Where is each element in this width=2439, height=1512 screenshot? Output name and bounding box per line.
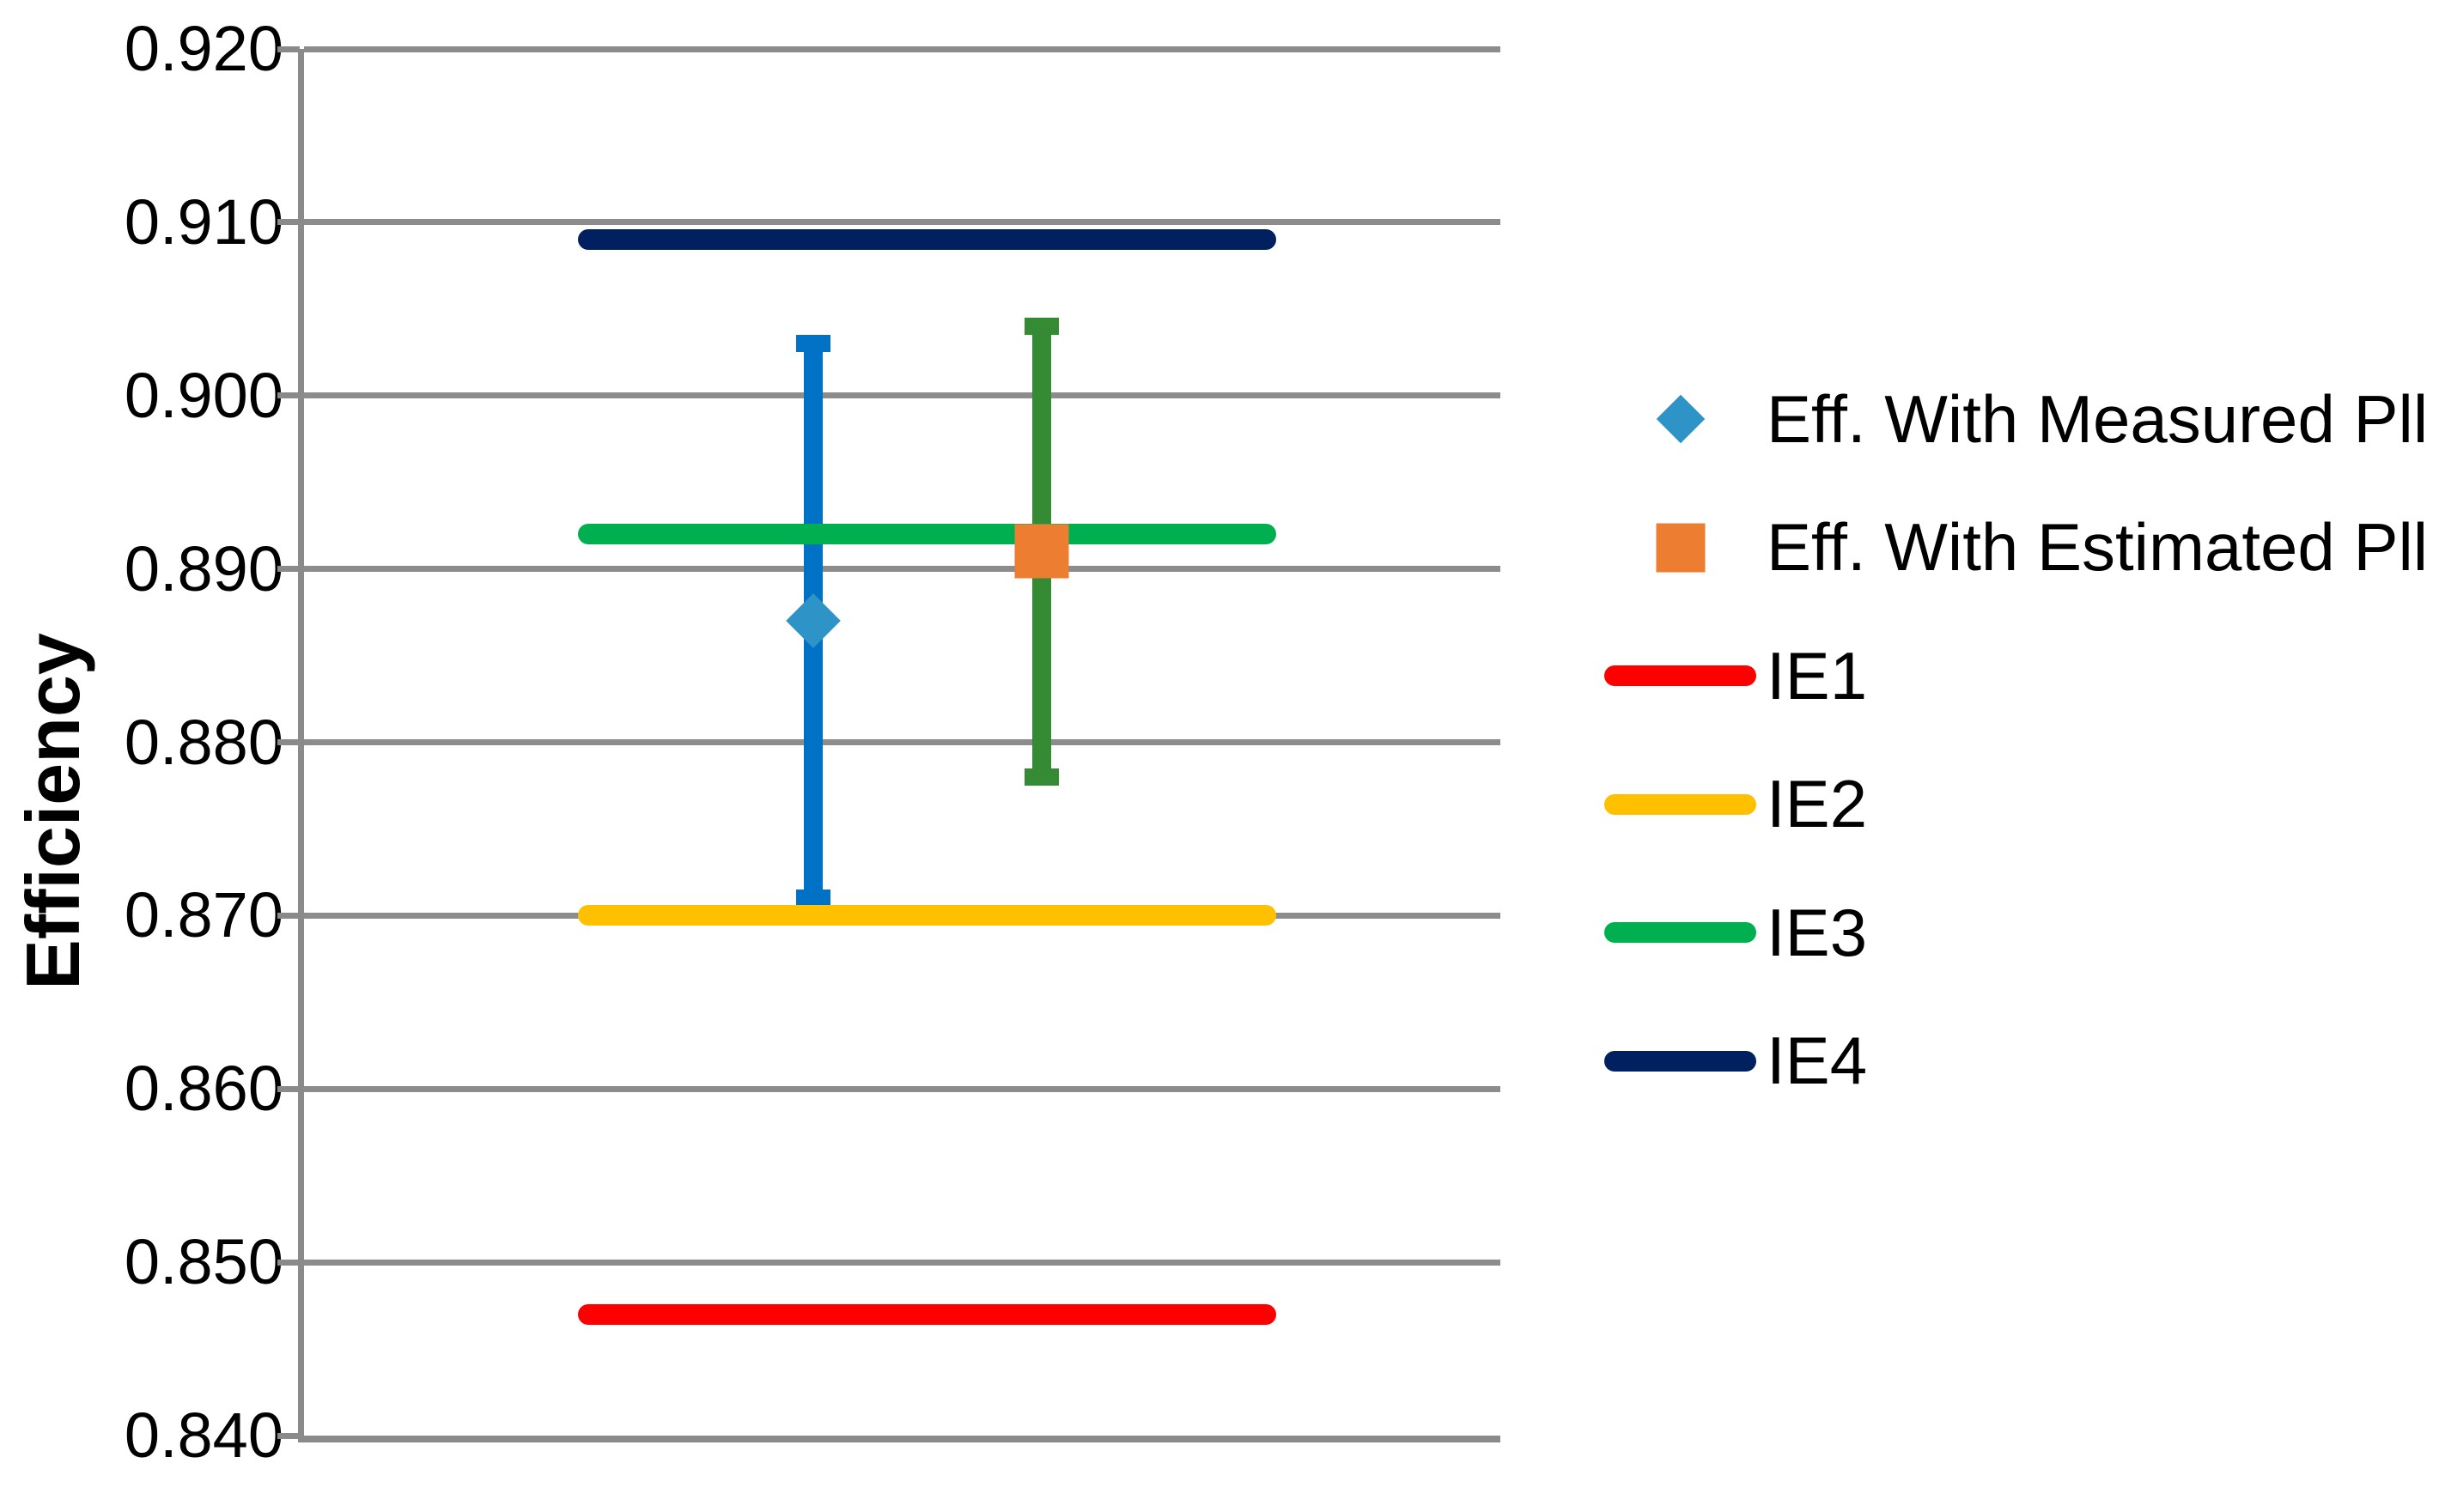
gridline bbox=[304, 392, 1500, 399]
legend-label: IE4 bbox=[1767, 1023, 1868, 1098]
legend-label: IE1 bbox=[1767, 637, 1868, 713]
legend-swatch-area bbox=[1589, 740, 1767, 869]
legend-item-ie1: IE1 bbox=[1589, 611, 2439, 740]
y-axis-tick bbox=[277, 912, 300, 919]
reference-line-IE3 bbox=[577, 524, 1277, 545]
reference-line-IE4 bbox=[577, 229, 1277, 251]
plot-area bbox=[277, 46, 1500, 1442]
legend-item-ie2: IE2 bbox=[1589, 740, 2439, 869]
legend-swatch-area bbox=[1589, 611, 1767, 740]
y-axis-tick bbox=[277, 219, 300, 226]
legend-line-swatch bbox=[1604, 793, 1756, 815]
y-axis-tick-label: 0.900 bbox=[124, 359, 283, 431]
gridline bbox=[304, 219, 1500, 226]
error-bar-cap bbox=[796, 890, 830, 908]
y-axis-tick bbox=[277, 1432, 300, 1439]
legend-item-eff-with-measured-pll: Eff. With Measured Pll bbox=[1589, 355, 2439, 483]
y-axis-tick bbox=[277, 46, 300, 52]
y-axis-tick-label: 0.880 bbox=[124, 706, 283, 778]
y-axis-tick-label: 0.910 bbox=[124, 185, 283, 258]
estimated-point-marker bbox=[1014, 524, 1069, 579]
legend-label: Eff. With Estimated Pll bbox=[1767, 509, 2429, 585]
legend-label: IE3 bbox=[1767, 894, 1868, 970]
measured-point-marker bbox=[786, 593, 841, 649]
y-axis-tick bbox=[277, 739, 300, 745]
error-bar-cap bbox=[1025, 318, 1060, 335]
legend-square-swatch bbox=[1656, 523, 1706, 572]
y-axis-tick-label: 0.870 bbox=[124, 879, 283, 951]
y-axis-tick-label: 0.920 bbox=[124, 13, 283, 84]
error-bar-cap bbox=[796, 335, 830, 353]
legend-line-swatch bbox=[1604, 922, 1756, 943]
gridline bbox=[304, 46, 1500, 52]
y-axis-tick bbox=[277, 566, 300, 573]
gridline bbox=[304, 1085, 1500, 1092]
y-axis-tick-label: 0.850 bbox=[124, 1226, 283, 1298]
legend-item-eff-with-estimated-pll: Eff. With Estimated Pll bbox=[1589, 483, 2439, 612]
error-bar-cap bbox=[1025, 768, 1060, 786]
legend-line-swatch bbox=[1604, 1050, 1756, 1072]
y-axis-tick-label: 0.840 bbox=[124, 1400, 283, 1471]
legend-swatch-area bbox=[1589, 997, 1767, 1126]
gridline bbox=[304, 1259, 1500, 1266]
reference-line-IE1 bbox=[577, 1303, 1277, 1325]
legend-item-ie3: IE3 bbox=[1589, 868, 2439, 997]
legend-label: IE2 bbox=[1767, 766, 1868, 841]
reference-line-IE2 bbox=[577, 905, 1277, 926]
y-axis-tick bbox=[277, 392, 300, 399]
legend-diamond-swatch bbox=[1656, 394, 1706, 444]
y-axis-tick-label: 0.860 bbox=[124, 1053, 283, 1125]
legend-swatch-area bbox=[1589, 355, 1767, 483]
legend-item-ie4: IE4 bbox=[1589, 997, 2439, 1126]
y-axis-tick bbox=[277, 1259, 300, 1266]
gridline bbox=[304, 566, 1500, 573]
legend-swatch-area bbox=[1589, 868, 1767, 997]
gridline bbox=[304, 739, 1500, 745]
legend-label: Eff. With Measured Pll bbox=[1767, 380, 2429, 457]
legend-line-swatch bbox=[1604, 665, 1756, 686]
y-axis-tick-label: 0.890 bbox=[124, 532, 283, 604]
legend-swatch-area bbox=[1589, 483, 1767, 612]
y-axis-tick bbox=[277, 1085, 300, 1092]
